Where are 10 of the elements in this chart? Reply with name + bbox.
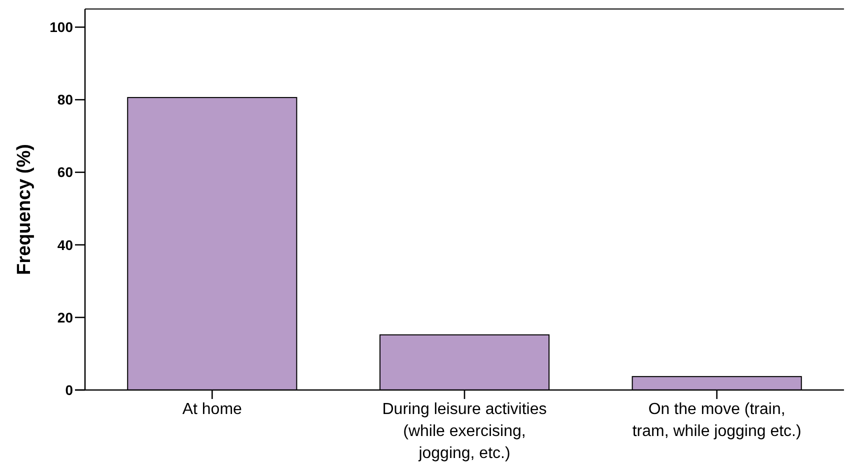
x-tick-label: On the move (train, tram, while jogging etc.) — [632, 401, 802, 440]
y-tick-label: 60 — [57, 164, 74, 180]
y-axis-title: Frequency (%) — [14, 144, 35, 275]
y-tick-label: 100 — [50, 19, 74, 36]
x-tick-label: At home — [182, 401, 242, 418]
y-tick-label: 20 — [57, 309, 74, 326]
y-tick-label: 40 — [57, 236, 74, 253]
y-tick-label: 80 — [57, 92, 74, 108]
x-tick-label: During leisure activities (while exercising, jogging, etc.) — [382, 401, 547, 462]
y-tick-label: 0 — [65, 382, 74, 398]
